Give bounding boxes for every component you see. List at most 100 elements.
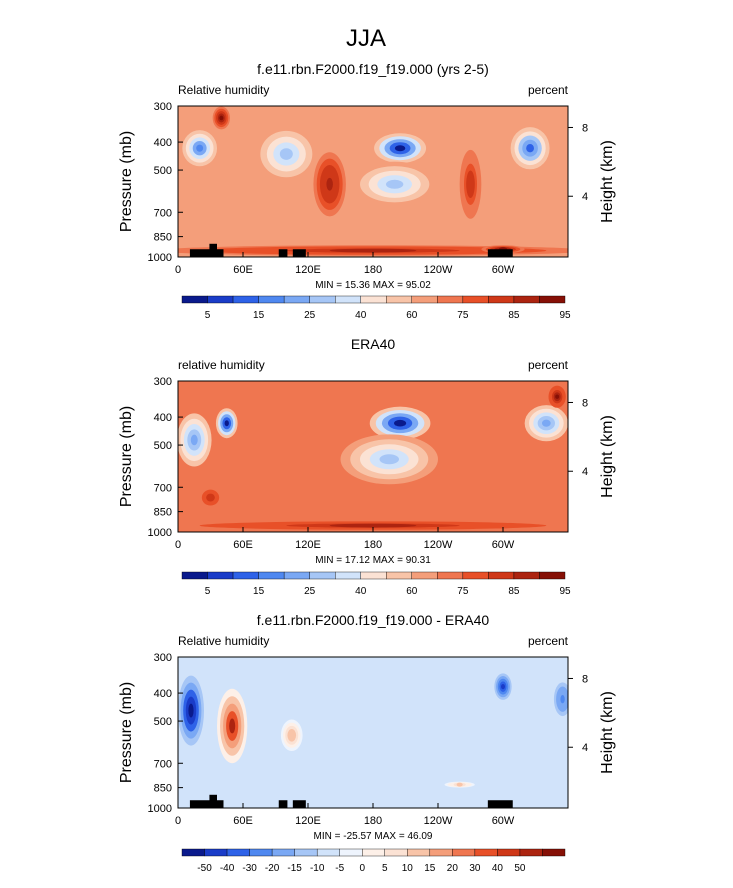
colorbar-box [232, 571, 259, 580]
left-label: Relative humidity [178, 83, 269, 97]
right-label: percent [528, 634, 569, 648]
colorbar-label: 40 [492, 863, 504, 874]
x-tick-label: 120E [295, 539, 321, 551]
colorbar-label: -30 [242, 863, 257, 874]
terrain-block [487, 800, 513, 808]
chart-title: f.e11.rbn.F2000.f19_f19.000 - ERA40 [257, 612, 490, 628]
x-tick-label: 60E [233, 264, 253, 276]
colorbar-box [407, 848, 431, 857]
terrain-block [292, 249, 306, 257]
colorbar-box [437, 571, 464, 580]
colorbar-box [309, 571, 336, 580]
contour-field [178, 106, 568, 257]
contour-band [208, 495, 213, 500]
y-tick-label: 300 [154, 376, 172, 388]
contour-band [386, 179, 404, 189]
colorbar-box [258, 571, 285, 580]
colorbar-box [452, 848, 476, 857]
y-tick-label: 1000 [148, 527, 172, 539]
colorbar-box [335, 295, 361, 304]
colorbar-box [386, 571, 412, 580]
right-tick-label: 4 [582, 191, 588, 203]
contour-band [229, 718, 236, 734]
right-tick-label: 4 [582, 466, 588, 478]
right-label: percent [528, 83, 569, 97]
colorbar-box [513, 295, 540, 304]
x-tick-label: 120W [424, 539, 453, 551]
colorbar-box [497, 848, 521, 857]
colorbar-label: 60 [406, 310, 418, 321]
y-tick-label: 700 [154, 482, 172, 494]
contour-band [219, 115, 224, 121]
contour-band [526, 143, 534, 153]
contour-field [178, 657, 568, 808]
colorbar-box [207, 571, 234, 580]
colorbar-label: 15 [253, 586, 265, 597]
left-label: Relative humidity [178, 634, 269, 648]
terrain-block [189, 249, 224, 257]
colorbar-box [411, 295, 438, 304]
y-tick-label: 850 [154, 783, 172, 795]
contour-band [555, 394, 560, 399]
colorbar-box [429, 848, 453, 857]
colorbar-box [283, 571, 310, 580]
x-tick-label: 60E [233, 815, 253, 827]
colorbar-label: -20 [265, 863, 280, 874]
colorbar-label: 40 [355, 310, 367, 321]
colorbar-label: 25 [304, 586, 316, 597]
colorbar-box [204, 848, 228, 857]
x-tick-label: 60W [492, 815, 515, 827]
contour-band [224, 420, 229, 427]
colorbar-label: 0 [359, 863, 365, 874]
colorbar-box [513, 571, 540, 580]
colorbar-label: 60 [406, 586, 418, 597]
terrain-block [487, 249, 513, 257]
contour-band [329, 248, 417, 253]
chart-panel-1: f.e11.rbn.F2000.f19_f19.000 (yrs 2-5) Rel… [118, 61, 616, 321]
right-tick-label: 4 [582, 742, 588, 754]
contour-band [542, 419, 551, 427]
colorbar-box [294, 848, 318, 857]
colorbar-label: 20 [447, 863, 459, 874]
x-tick-label: 180 [364, 539, 382, 551]
terrain-block [189, 800, 224, 808]
y-axis-label: Pressure (mb) [118, 406, 135, 507]
colorbar-label: 75 [457, 310, 469, 321]
y-tick-label: 700 [154, 207, 172, 219]
y-tick-label: 1000 [148, 803, 172, 815]
y-axis-label: Pressure (mb) [118, 131, 135, 232]
colorbar-box [519, 848, 543, 857]
colorbar-box [386, 295, 412, 304]
colorbar-label: 30 [469, 863, 481, 874]
colorbar-label: 95 [559, 586, 571, 597]
y-axis-label: Pressure (mb) [118, 682, 135, 783]
contour-field [178, 381, 568, 532]
min-max-text: MIN = 15.36 MAX = 95.02 [315, 280, 431, 291]
min-max-text: MIN = -25.57 MAX = 46.09 [314, 831, 433, 842]
colorbar-box [539, 295, 566, 304]
y-tick-label: 300 [154, 101, 172, 113]
right-label: percent [528, 358, 569, 372]
colorbar-label: 5 [205, 586, 211, 597]
terrain-block [209, 243, 217, 257]
colorbar-box [437, 295, 464, 304]
colorbar-label: 50 [514, 863, 526, 874]
colorbar-box [539, 571, 566, 580]
x-tick-label: 120W [424, 815, 453, 827]
terrain-block [278, 800, 288, 808]
chart-title: ERA40 [351, 336, 396, 352]
y-tick-label: 500 [154, 165, 172, 177]
colorbar-label: 15 [253, 310, 265, 321]
contour-band [279, 148, 293, 160]
colorbar-box [488, 295, 515, 304]
colorbar-box [360, 571, 387, 580]
x-tick-label: 120E [295, 264, 321, 276]
contour-band [560, 694, 565, 704]
x-tick-label: 60W [492, 539, 515, 551]
colorbar-box [362, 848, 385, 857]
colorbar-box [335, 571, 361, 580]
colorbar-box [488, 571, 515, 580]
right-tick-label: 8 [582, 673, 588, 685]
